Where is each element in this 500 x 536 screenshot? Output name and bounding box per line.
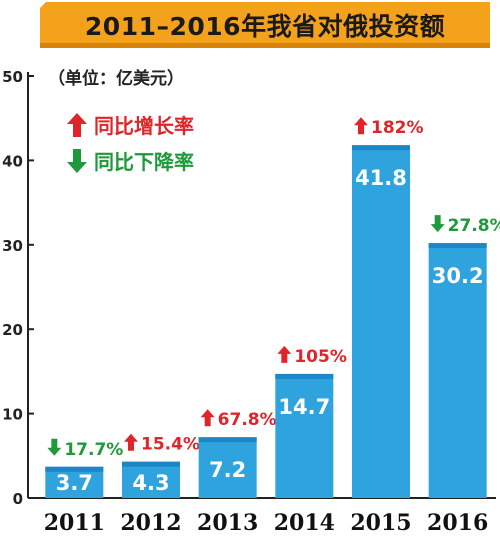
bar-value-label: 4.3 xyxy=(132,471,169,495)
x-tick-label: 2013 xyxy=(197,510,258,536)
bar-value-label: 41.8 xyxy=(355,166,407,190)
bar-top-edge xyxy=(122,461,180,467)
legend-decrease-label: 同比下降率 xyxy=(94,150,194,174)
y-tick-label: 50 xyxy=(2,68,23,86)
legend-decrease: 同比下降率 xyxy=(66,146,194,175)
down-arrow-icon xyxy=(67,148,87,173)
up-arrow-icon xyxy=(200,409,215,427)
unit-note: （单位：亿美元） xyxy=(48,69,184,89)
up-arrow-icon xyxy=(124,433,138,451)
x-tick-label: 2016 xyxy=(427,510,488,536)
down-arrow-icon xyxy=(47,438,62,456)
y-tick-label: 0 xyxy=(13,490,23,508)
bar xyxy=(122,461,180,498)
bar-value-label: 30.2 xyxy=(432,264,484,288)
change-rate-label: 182% xyxy=(371,118,424,138)
x-tick-label: 2012 xyxy=(120,510,181,536)
bar xyxy=(275,373,334,498)
y-tick-label: 30 xyxy=(2,237,23,255)
chart-title: 2011–2016年我省对俄投资额 xyxy=(84,12,446,41)
y-tick-label: 40 xyxy=(2,152,23,170)
bar-top-edge xyxy=(428,243,487,249)
up-arrow-icon xyxy=(354,117,368,135)
bar xyxy=(45,466,104,498)
bar xyxy=(198,437,257,498)
bar-top-edge xyxy=(352,145,410,151)
x-tick-label: 2014 xyxy=(274,510,335,536)
y-tick-label: 20 xyxy=(2,321,23,339)
change-rate-label: 15.4% xyxy=(141,435,200,455)
bar xyxy=(428,243,487,498)
change-rate-label: 105% xyxy=(294,347,347,367)
legend-increase: 同比增长率 xyxy=(66,110,194,139)
bar-value-label: 14.7 xyxy=(278,395,330,419)
bar-top-edge xyxy=(275,373,334,379)
title-banner: 2011–2016年我省对俄投资额 xyxy=(40,2,490,48)
y-tick-label: 10 xyxy=(2,406,23,424)
x-tick-label: 2015 xyxy=(350,510,411,536)
bar-top-edge xyxy=(45,466,104,472)
bar xyxy=(352,145,410,498)
up-arrow-icon xyxy=(67,112,87,137)
down-arrow-icon xyxy=(430,215,445,233)
x-tick-label: 2011 xyxy=(44,510,105,536)
legend-increase-label: 同比增长率 xyxy=(94,114,194,138)
change-rate-label: 27.8% xyxy=(448,216,500,236)
bar-value-label: 7.2 xyxy=(209,458,246,482)
bar-value-label: 3.7 xyxy=(56,471,93,495)
up-arrow-icon xyxy=(277,345,292,363)
bar-top-edge xyxy=(198,437,257,443)
change-rate-label: 17.7% xyxy=(64,440,123,460)
change-rate-label: 67.8% xyxy=(218,410,277,430)
